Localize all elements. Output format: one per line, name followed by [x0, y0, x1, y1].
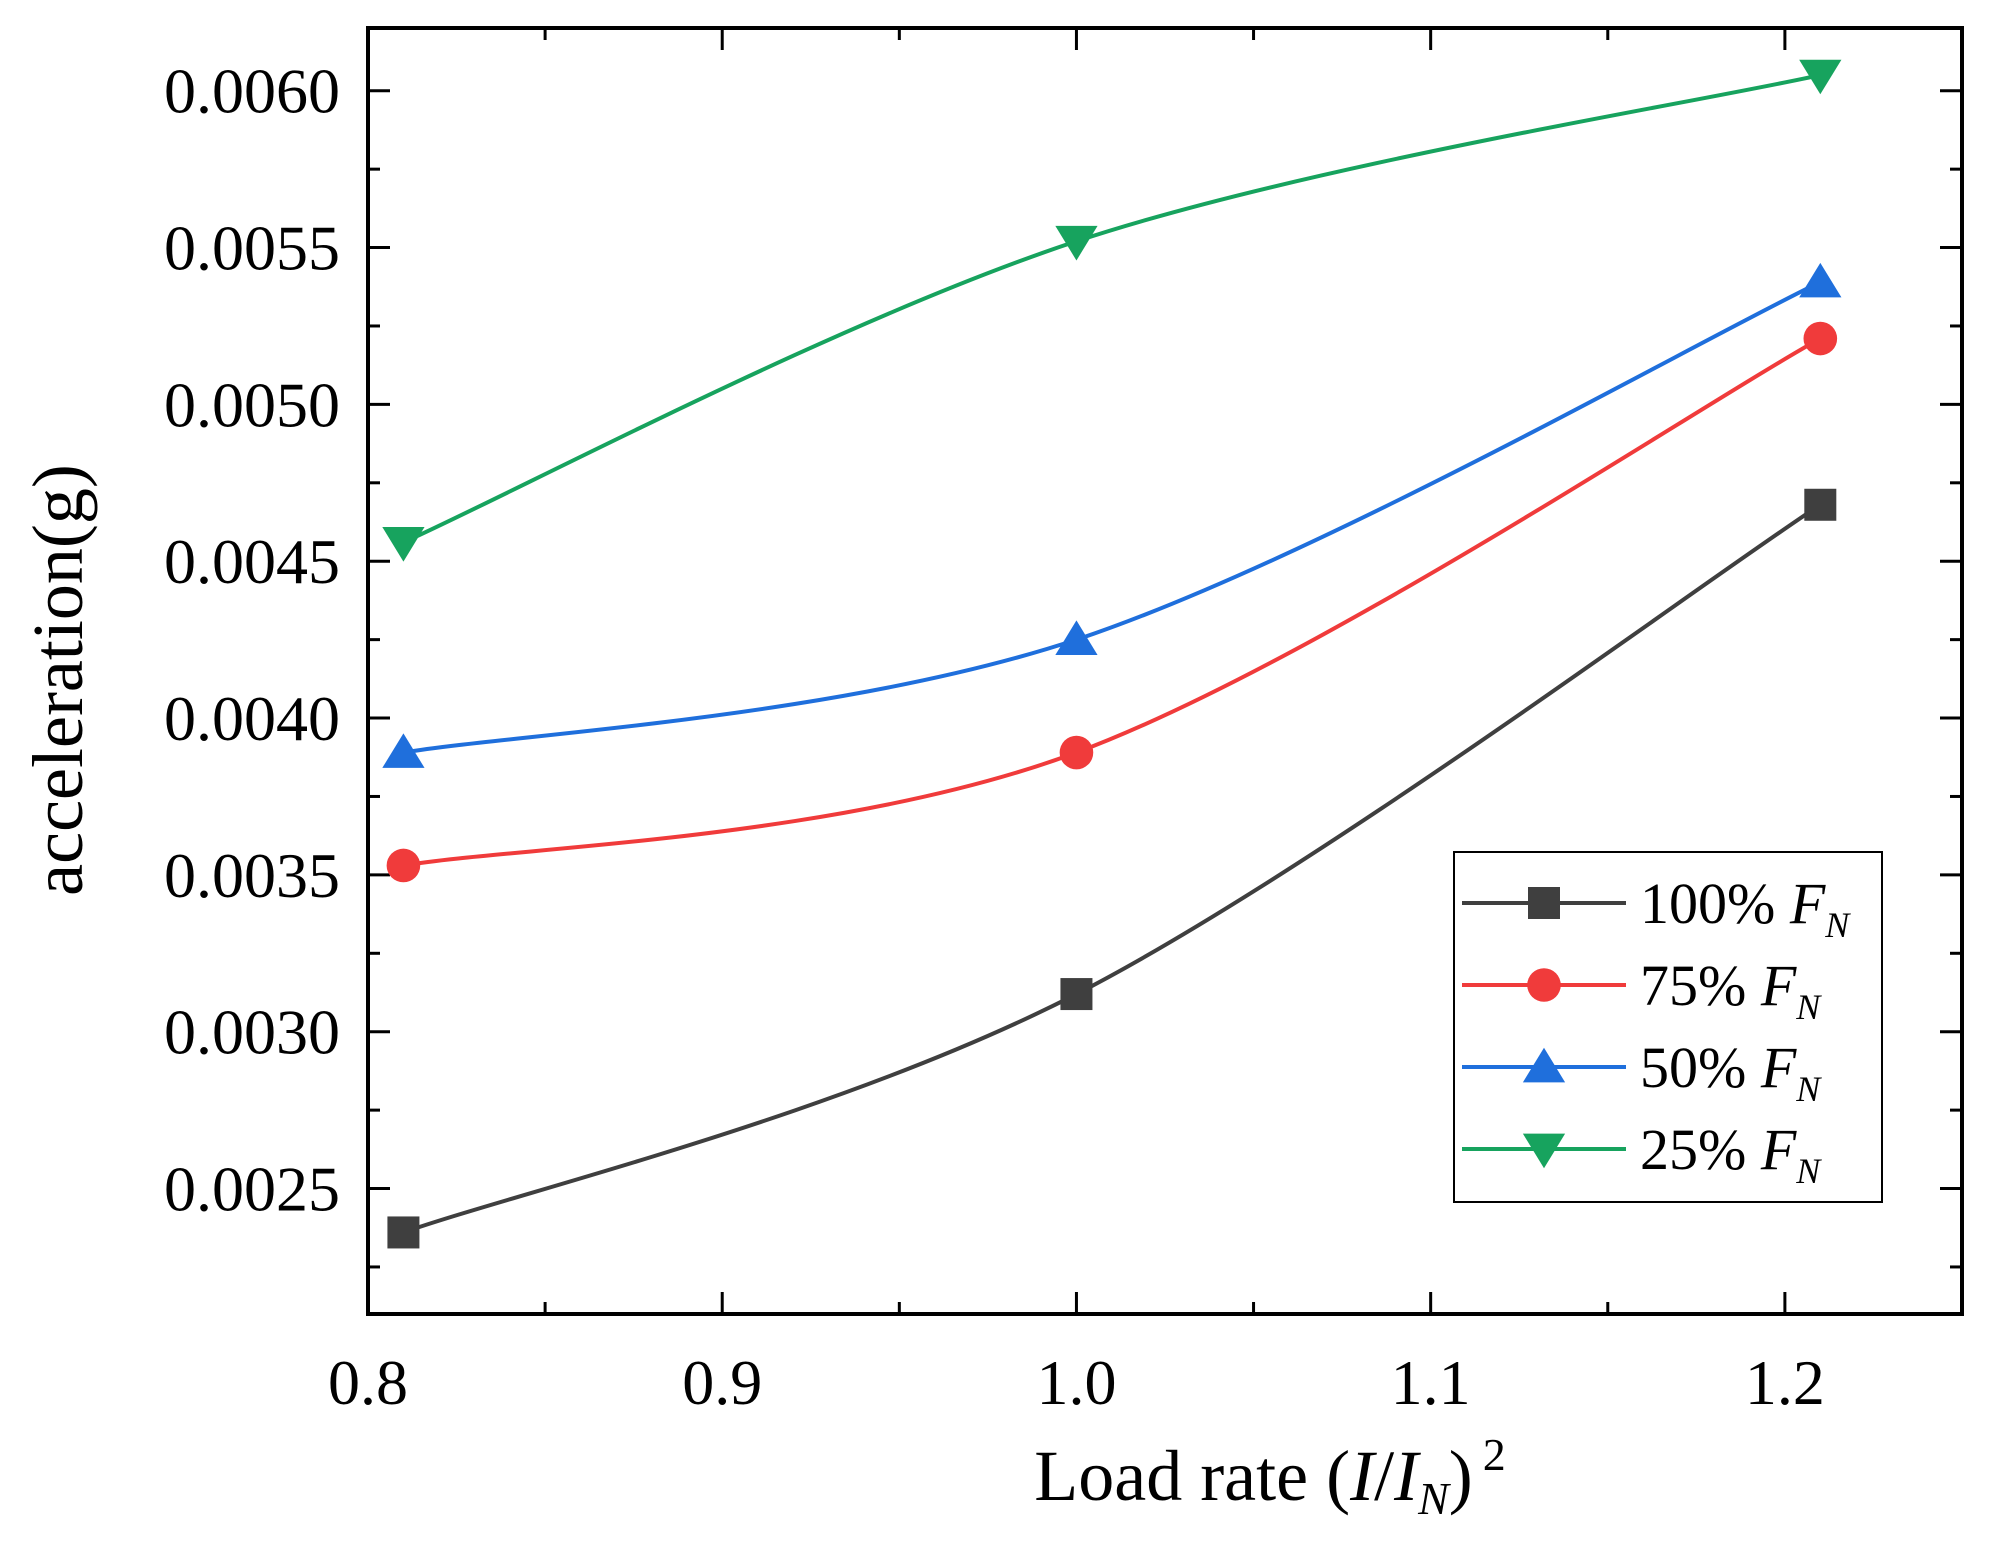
legend-label: 100% FN — [1640, 871, 1851, 945]
y-tick-label: 0.0025 — [164, 1154, 340, 1225]
x-axis-title-close: ) — [1449, 1436, 1473, 1516]
x-axis-title-sup: 2 — [1483, 1429, 1506, 1480]
y-tick-label: 0.0045 — [164, 526, 340, 597]
y-tick-label: 0.0040 — [164, 683, 340, 754]
data-point — [1055, 620, 1098, 655]
legend-marker — [1527, 968, 1561, 1002]
data-point — [382, 527, 425, 562]
x-axis-title-sub: N — [1417, 1473, 1451, 1524]
data-point — [1060, 978, 1093, 1011]
legend-entry: 100% FN — [1462, 871, 1851, 945]
data-point — [1799, 262, 1842, 298]
data-point — [387, 1216, 420, 1249]
series-line-1 — [403, 336, 1822, 868]
plot-frame — [366, 26, 1964, 1316]
x-tick-label: 0.8 — [328, 1347, 408, 1418]
data-point — [1055, 225, 1098, 261]
legend-marker — [1522, 1133, 1566, 1169]
series-markers — [382, 59, 1842, 1249]
legend-entry: 75% FN — [1462, 953, 1822, 1027]
legend-label: 25% FN — [1640, 1117, 1822, 1191]
y-tick-label: 0.0030 — [164, 997, 340, 1068]
x-axis-title-var-i: I — [1349, 1436, 1377, 1516]
x-axis-title: Load rate (I/IN) 2 — [1034, 1429, 1505, 1524]
x-axis-title-slash: / — [1374, 1436, 1394, 1516]
series-line-2 — [403, 280, 1822, 755]
x-tick-label: 0.9 — [682, 1347, 762, 1418]
data-point — [1059, 735, 1094, 770]
x-tick-label: 1.1 — [1391, 1347, 1471, 1418]
legend-marker — [1522, 1047, 1566, 1083]
legend-box — [1453, 851, 1883, 1203]
x-axis-title-main: Load rate — [1034, 1436, 1308, 1516]
legend-marker — [1528, 887, 1560, 919]
legend-label: 75% FN — [1640, 953, 1822, 1027]
x-axis-title-open: ( — [1326, 1436, 1350, 1516]
legend-entry: 50% FN — [1462, 1035, 1822, 1109]
y-axis-title: acceleration(g) — [18, 464, 98, 896]
y-tick-label: 0.0050 — [164, 369, 340, 440]
tick-labels: 0.8 0.9 1.0 1.1 1.2 0.0025 0.0030 0.0035 0.0040 0… — [164, 56, 1825, 1418]
y-tick-label: 0.0035 — [164, 840, 340, 911]
series-line-3 — [402, 73, 1821, 545]
data-point — [1804, 488, 1837, 521]
legend-label: 50% FN — [1640, 1035, 1822, 1109]
x-tick-label: 1.2 — [1745, 1347, 1825, 1418]
legend: 100% FN 75% FN 50% FN 25% FN — [1453, 851, 1883, 1203]
legend-entry: 25% FN — [1462, 1117, 1822, 1191]
y-tick-label: 0.0055 — [164, 213, 340, 284]
y-tick-label: 0.0060 — [164, 56, 340, 127]
data-point — [382, 733, 425, 768]
x-tick-label: 1.0 — [1036, 1347, 1116, 1418]
data-point — [386, 848, 421, 883]
legend-entries: 100% FN 75% FN 50% FN 25% FN — [1462, 871, 1851, 1191]
x-axis-title-var-in: I — [1393, 1436, 1421, 1516]
data-point — [1799, 59, 1842, 95]
data-point — [1803, 321, 1838, 356]
